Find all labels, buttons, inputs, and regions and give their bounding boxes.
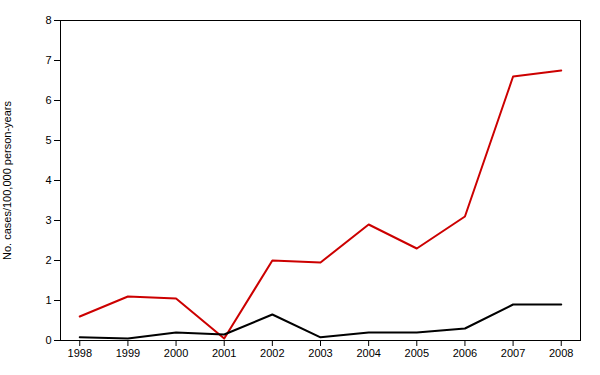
svg-text:1998: 1998 bbox=[68, 347, 92, 359]
svg-text:2000: 2000 bbox=[164, 347, 188, 359]
svg-text:0: 0 bbox=[45, 334, 51, 346]
svg-text:2007: 2007 bbox=[501, 347, 525, 359]
svg-text:6: 6 bbox=[45, 94, 51, 106]
svg-text:4: 4 bbox=[45, 174, 51, 186]
svg-text:5: 5 bbox=[45, 134, 51, 146]
svg-text:2006: 2006 bbox=[453, 347, 477, 359]
svg-text:2002: 2002 bbox=[260, 347, 284, 359]
svg-text:No. cases/100,000 person-years: No. cases/100,000 person-years bbox=[1, 101, 13, 260]
svg-text:2003: 2003 bbox=[308, 347, 332, 359]
svg-text:1: 1 bbox=[45, 294, 51, 306]
svg-text:1999: 1999 bbox=[116, 347, 140, 359]
svg-text:2008: 2008 bbox=[549, 347, 573, 359]
svg-text:2: 2 bbox=[45, 254, 51, 266]
svg-text:2004: 2004 bbox=[356, 347, 380, 359]
svg-text:3: 3 bbox=[45, 214, 51, 226]
svg-text:2001: 2001 bbox=[212, 347, 236, 359]
svg-text:7: 7 bbox=[45, 54, 51, 66]
svg-text:8: 8 bbox=[45, 14, 51, 26]
svg-text:2005: 2005 bbox=[405, 347, 429, 359]
